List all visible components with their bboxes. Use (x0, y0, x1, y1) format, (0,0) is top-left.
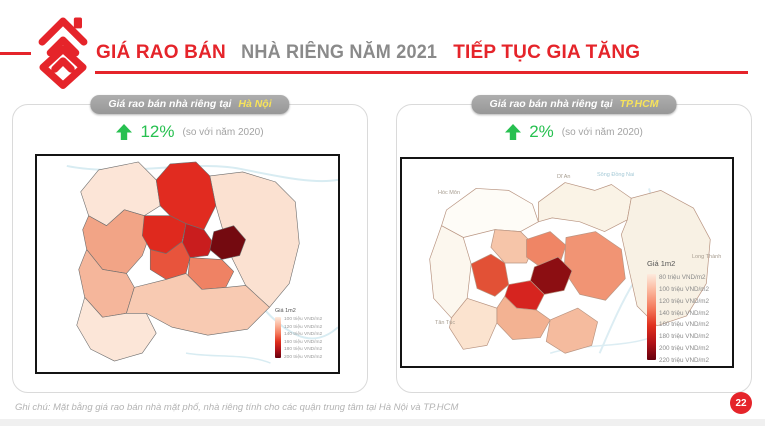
legend-tick: 120 triệu VND/m2 (659, 297, 710, 305)
pill-city-label: TP.HCM (619, 98, 659, 110)
page-number-badge: 22 (730, 392, 752, 414)
legend-tick: 80 triệu VND/m2 (659, 274, 706, 281)
legend-gradient-bar (647, 274, 656, 360)
district (545, 307, 598, 354)
hcmc-change-value: 2% (529, 122, 554, 141)
hanoi-map-legend: Giá 1m2 100 triệu VND/m2 120 triệu VND/m… (275, 308, 322, 360)
hanoi-change-note: (so với năm 2020) (182, 126, 264, 138)
hcmc-map-legend: Giá 1m2 80 triệu VND/m2 100 triệu VND/m2… (647, 259, 709, 364)
district (620, 190, 711, 327)
district (155, 161, 217, 230)
district-shapes (76, 161, 300, 362)
legend-tick: 100 triệu VND/m2 (659, 285, 710, 293)
district (538, 182, 632, 232)
header-left-rule (0, 52, 31, 55)
legend-tick: 200 triệu VND/m2 (659, 345, 710, 353)
increase-arrow-icon (505, 124, 522, 140)
pill-prefix-label: Giá rao bán nhà riêng tại (489, 98, 613, 110)
house-chevron-logo-icon (38, 17, 88, 89)
legend-tick: 100 triệu VND/m2 (284, 317, 323, 322)
hanoi-choropleth (66, 161, 338, 364)
footnote: Ghi chú: Mặt bằng giá rao bán nhà mặt ph… (15, 402, 459, 413)
legend-tick: 180 triệu VND/m2 (284, 347, 323, 353)
district (530, 256, 573, 295)
district (82, 209, 151, 274)
page-title: GIÁ RAO BÁN NHÀ RIÊNG NĂM 2021 TIẾP TỤC … (96, 42, 640, 64)
panel-hanoi-header-pill: Giá rao bán nhà riêng tại Hà Nội (90, 95, 290, 114)
legend-tick: 160 triệu VND/m2 (659, 321, 710, 329)
legend-tick: 140 triệu VND/m2 (284, 332, 323, 338)
hcmc-change-note: (so với năm 2020) (561, 126, 643, 138)
hanoi-map: Giá 1m2 100 triệu VND/m2 120 triệu VND/m… (35, 154, 340, 374)
legend-tick: 220 triệu VND/m2 (659, 356, 710, 364)
hcmc-map: Hóc Môn Dĩ An Sông Đồng Nai Long Thành T… (400, 157, 734, 368)
district (76, 297, 157, 362)
panel-hcmc: Giá rao bán nhà riêng tại TP.HCM 2% (so … (396, 95, 752, 393)
district (149, 241, 191, 280)
map-place-label: Tân Túc (435, 320, 456, 326)
panel-hanoi: Giá rao bán nhà riêng tại Hà Nội 12% (so… (12, 95, 368, 393)
map-place-label: Dĩ An (557, 174, 571, 180)
hcmc-change-stat: 2% (so với năm 2020) (397, 122, 751, 142)
header-underline (95, 71, 748, 74)
district (209, 225, 246, 260)
legend-title: Giá 1m2 (275, 308, 296, 314)
panel-hcmc-header-pill: Giá rao bán nhà riêng tại TP.HCM (471, 95, 677, 114)
map-place-label: Hóc Môn (438, 190, 461, 196)
pill-city-label: Hà Nội (238, 98, 272, 110)
chimney-shape (73, 17, 82, 29)
bottom-strip (0, 419, 765, 426)
hcmc-choropleth (429, 182, 711, 354)
legend-tick: 120 triệu VND/m2 (284, 324, 323, 330)
district (490, 229, 535, 264)
legend-tick: 180 triệu VND/m2 (659, 333, 710, 341)
hanoi-change-value: 12% (140, 122, 175, 141)
title-segment-red-2: TIẾP TỤC GIA TĂNG (453, 42, 641, 63)
legend-title: Giá 1m2 (647, 259, 676, 268)
legend-tick: 140 triệu VND/m2 (659, 309, 710, 317)
map-place-label: Long Thành (692, 254, 722, 260)
pill-prefix-label: Giá rao bán nhà riêng tại (108, 98, 232, 110)
title-segment-gray: NHÀ RIÊNG NĂM 2021 (241, 42, 438, 63)
hanoi-change-stat: 12% (so với năm 2020) (13, 122, 367, 142)
district (449, 297, 498, 350)
increase-arrow-icon (116, 124, 133, 140)
district-shapes (429, 182, 711, 354)
legend-tick: 200 triệu VND/m2 (284, 354, 323, 360)
district (563, 231, 626, 301)
legend-tick: 160 triệu VND/m2 (284, 339, 323, 345)
map-place-label: Sông Đồng Nai (597, 172, 635, 178)
legend-gradient-bar (275, 317, 281, 358)
title-segment-red-1: GIÁ RAO BÁN (96, 42, 226, 63)
